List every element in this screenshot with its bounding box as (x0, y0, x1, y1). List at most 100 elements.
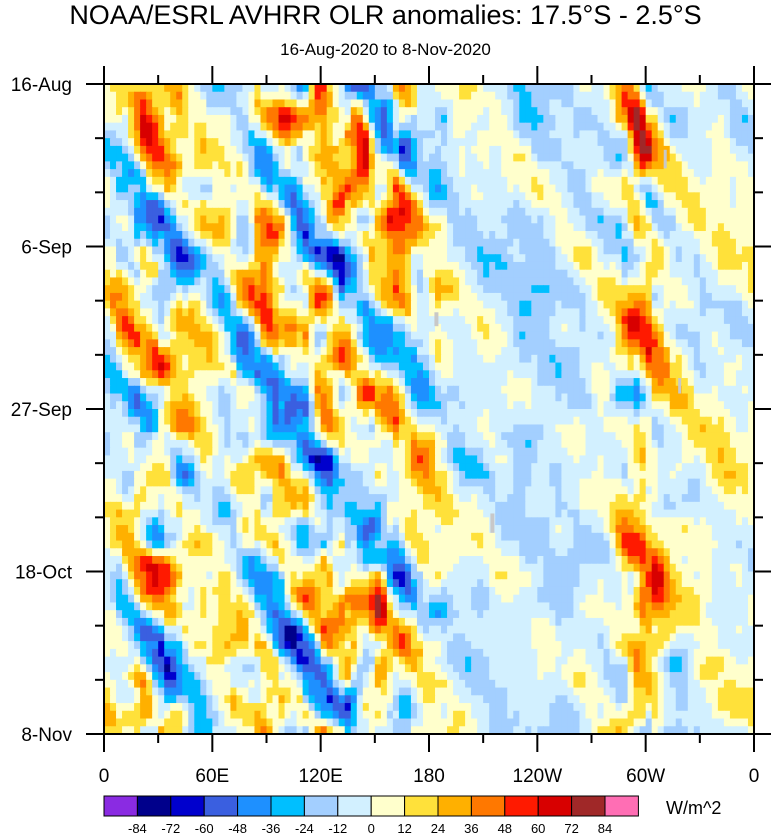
field-cell (621, 254, 629, 263)
field-cell (296, 169, 304, 178)
field-cell (567, 292, 575, 302)
field-cell (194, 223, 201, 232)
field-cell (206, 254, 213, 263)
field-cell (675, 161, 683, 170)
field-cell (651, 91, 659, 101)
field-cell (627, 354, 635, 364)
field-cell (657, 261, 665, 271)
field-cell (651, 432, 659, 441)
field-cell (158, 130, 165, 139)
field-cell (338, 277, 346, 286)
field-cell (501, 354, 508, 364)
field-cell (188, 439, 195, 449)
field-cell (230, 416, 238, 426)
field-cell (152, 161, 159, 170)
field-cell (386, 138, 394, 147)
field-cell (416, 432, 424, 441)
field-cell (284, 285, 292, 294)
field-cell (513, 432, 520, 441)
field-cell (453, 370, 460, 379)
field-cell (152, 323, 159, 333)
field-cell (110, 138, 117, 147)
field-cell (663, 231, 671, 240)
field-cell (206, 122, 213, 132)
field-cell (459, 331, 466, 340)
field-cell (254, 200, 262, 209)
field-cell (645, 200, 653, 209)
field-cell (663, 347, 671, 356)
field-cell (579, 122, 587, 132)
field-cell (164, 207, 171, 217)
field-cell (326, 176, 334, 186)
field-cell (302, 393, 310, 402)
field-cell (134, 316, 141, 325)
field-cell (278, 169, 286, 178)
field-cell (531, 316, 538, 325)
field-cell (386, 161, 394, 170)
field-cell (567, 192, 575, 201)
field-cell (392, 285, 400, 294)
field-cell (284, 99, 292, 108)
field-cell (254, 370, 262, 379)
field-cell (308, 331, 316, 340)
field-cell (549, 145, 556, 155)
field-cell (386, 231, 394, 240)
field-cell (717, 261, 725, 271)
field-cell (537, 323, 544, 333)
field-cell (603, 84, 611, 93)
field-cell (615, 316, 623, 325)
field-cell (170, 285, 177, 294)
field-cell (116, 223, 123, 232)
field-cell (555, 362, 563, 371)
field-cell (302, 145, 310, 155)
field-cell (549, 308, 556, 317)
field-cell (164, 308, 171, 317)
field-cell (699, 246, 707, 255)
field-cell (356, 416, 364, 426)
field-cell (741, 200, 749, 209)
field-cell (519, 416, 526, 426)
field-cell (356, 285, 364, 294)
field-cell (567, 370, 575, 379)
field-cell (741, 130, 749, 139)
field-cell (567, 432, 575, 441)
field-cell (236, 424, 244, 433)
field-cell (158, 385, 165, 395)
field-cell (735, 254, 743, 263)
field-cell (603, 138, 611, 147)
field-cell (200, 114, 207, 124)
field-cell (368, 138, 376, 147)
field-cell (729, 370, 737, 379)
field-cell (218, 184, 225, 193)
field-cell (404, 223, 412, 232)
field-cell (146, 362, 153, 371)
field-cell (398, 238, 406, 248)
field-cell (717, 215, 725, 224)
field-cell (675, 130, 683, 139)
field-cell (410, 323, 418, 333)
field-cell (200, 370, 207, 379)
field-cell (747, 122, 754, 132)
field-cell (639, 424, 647, 433)
field-cell (314, 192, 322, 201)
field-cell (206, 200, 213, 209)
field-cell (471, 401, 478, 410)
field-cell (230, 207, 238, 217)
field-cell (218, 409, 225, 418)
field-cell (236, 401, 244, 410)
field-cell (723, 91, 731, 101)
field-cell (729, 354, 737, 364)
field-cell (242, 84, 250, 93)
field-cell (525, 84, 532, 93)
field-cell (164, 254, 171, 263)
field-cell (326, 393, 334, 402)
field-cell (416, 269, 424, 279)
field-cell (471, 354, 478, 364)
field-cell (687, 176, 695, 186)
field-cell (579, 145, 587, 155)
field-cell (368, 145, 376, 155)
field-cell (735, 323, 743, 333)
field-cell (176, 393, 183, 402)
field-cell (308, 231, 316, 240)
field-cell (603, 277, 611, 286)
